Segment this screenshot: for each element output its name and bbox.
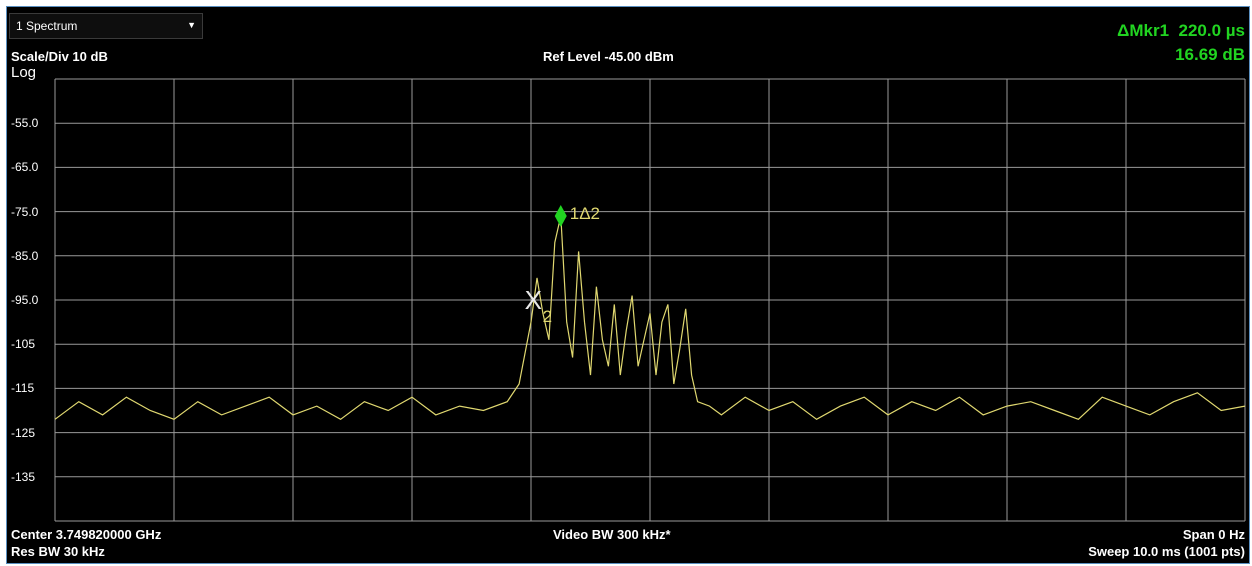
marker-delta-readout: ΔMkr1 220.0 µs: [1117, 21, 1245, 41]
y-tick-label: -65.0: [11, 160, 39, 175]
y-tick-label: -95.0: [11, 293, 39, 307]
marker-y-value: 16.69 dB: [1175, 45, 1245, 64]
y-tick-label: -85.0: [11, 248, 39, 263]
sweep-label: Sweep 10.0 ms (1001 pts): [1088, 544, 1245, 559]
y-tick-label: -115: [11, 381, 35, 396]
trace-plot[interactable]: 1Δ2 X2: [7, 7, 1249, 563]
scale-div-label: Scale/Div 10 dB: [11, 49, 108, 64]
span-label: Span 0 Hz: [1182, 527, 1245, 542]
marker-1-label: 1Δ2: [570, 204, 600, 223]
y-tick-label: -55.0: [11, 116, 39, 131]
center-frequency-label: Center 3.749820000 GHz: [11, 527, 162, 542]
scale-type-label: Log: [11, 64, 37, 81]
y-tick-label: -135: [11, 469, 36, 484]
marker-2-label: 2: [543, 307, 552, 326]
chevron-down-icon: ▼: [187, 20, 196, 30]
trace-line: [54, 215, 1246, 421]
graticule: [54, 78, 1246, 522]
marker-1-diamond[interactable]: [554, 205, 567, 228]
marker-2-x[interactable]: X: [525, 285, 542, 315]
y-tick-label: -125: [11, 425, 36, 440]
marker-layer: 1Δ2 X2: [525, 204, 600, 326]
y-tick-label: -105: [11, 337, 36, 352]
spectrum-analyzer-display: 1 Spectrum ▼ Scale/Div 10 dB Log Ref Lev…: [6, 6, 1250, 564]
video-bw-label: Video BW 300 kHz*: [553, 527, 671, 542]
window-selector-dropdown[interactable]: 1 Spectrum ▼: [9, 13, 203, 39]
window-selector-label: 1 Spectrum: [16, 19, 78, 33]
ref-level-label: Ref Level -45.00 dBm: [543, 49, 674, 64]
marker-delta-label: ΔMkr1: [1117, 21, 1170, 40]
y-tick-label: -75.0: [11, 204, 39, 219]
res-bw-label: Res BW 30 kHz: [11, 544, 105, 559]
marker-x-value: 220.0 µs: [1178, 21, 1245, 40]
